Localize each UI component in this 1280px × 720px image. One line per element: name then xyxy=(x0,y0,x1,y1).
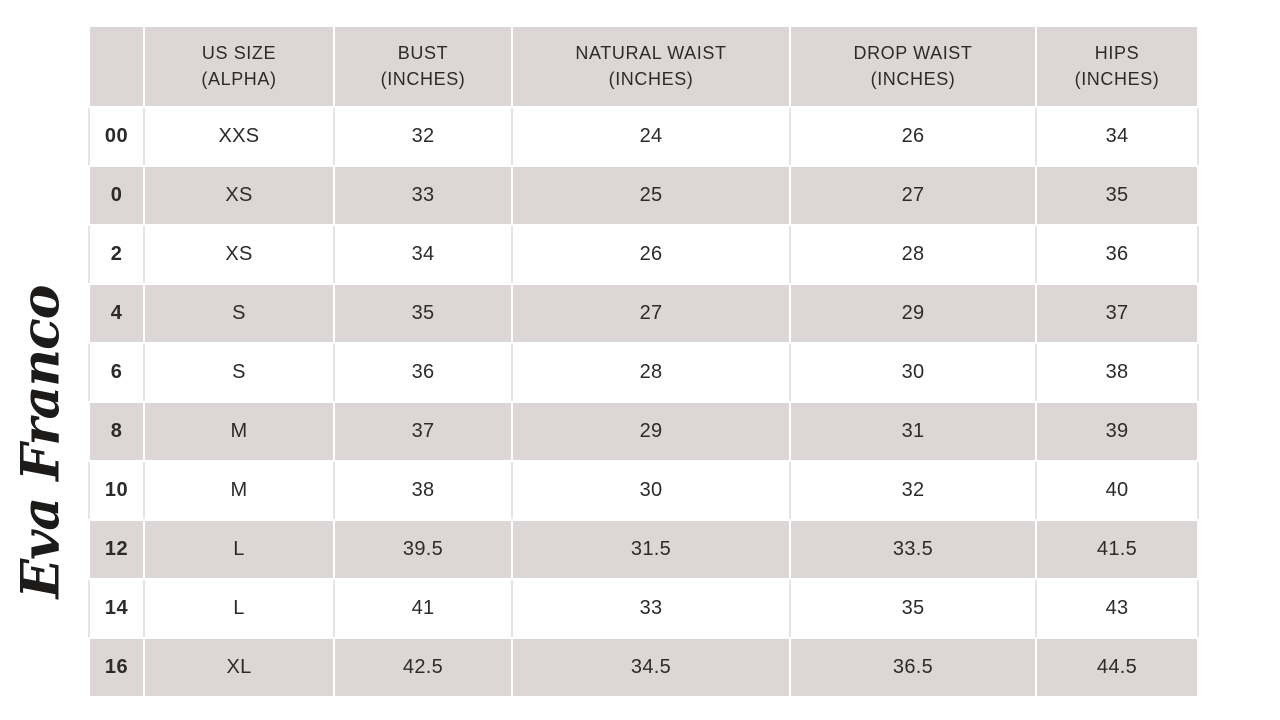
bust-cell: 37 xyxy=(333,401,513,462)
header-line: HIPS xyxy=(1094,43,1140,64)
drop-waist-cell: 35 xyxy=(789,578,1037,639)
alpha-size-cell: L xyxy=(143,519,335,580)
table-row-size-4: 4 S 35 27 29 37 xyxy=(88,283,1199,344)
us-size-cell: 00 xyxy=(88,106,145,167)
us-size-cell: 0 xyxy=(88,165,145,226)
drop-waist-cell: 36.5 xyxy=(789,637,1037,698)
table-row-size-10: 10 M 38 30 32 40 xyxy=(88,460,1199,521)
header-line: DROP WAIST xyxy=(853,43,973,64)
bust-cell: 33 xyxy=(333,165,513,226)
header-drop-waist: DROP WAIST (INCHES) xyxy=(789,25,1037,108)
header-corner-cell xyxy=(88,25,145,108)
bust-cell: 41 xyxy=(333,578,513,639)
header-us-size-alpha: US SIZE (ALPHA) xyxy=(143,25,335,108)
size-chart-header: US SIZE (ALPHA) BUST (INCHES) NATURAL WA… xyxy=(88,25,1199,108)
brand-logo-text: Eva Franco xyxy=(10,285,72,599)
table-row-size-2: 2 XS 34 26 28 36 xyxy=(88,224,1199,285)
drop-waist-cell: 30 xyxy=(789,342,1037,403)
natural-waist-cell: 31.5 xyxy=(511,519,791,580)
header-hips: HIPS (INCHES) xyxy=(1035,25,1199,108)
bust-cell: 42.5 xyxy=(333,637,513,698)
us-size-cell: 2 xyxy=(88,224,145,285)
natural-waist-cell: 33 xyxy=(511,578,791,639)
size-chart-table: US SIZE (ALPHA) BUST (INCHES) NATURAL WA… xyxy=(88,25,1199,698)
table-row-size-6: 6 S 36 28 30 38 xyxy=(88,342,1199,403)
header-line: (INCHES) xyxy=(870,68,956,89)
header-line: (INCHES) xyxy=(1074,68,1160,89)
header-line: BUST xyxy=(397,43,449,64)
drop-waist-cell: 32 xyxy=(789,460,1037,521)
drop-waist-cell: 28 xyxy=(789,224,1037,285)
hips-cell: 38 xyxy=(1035,342,1199,403)
drop-waist-cell: 26 xyxy=(789,106,1037,167)
bust-cell: 34 xyxy=(333,224,513,285)
drop-waist-cell: 29 xyxy=(789,283,1037,344)
header-row: US SIZE (ALPHA) BUST (INCHES) NATURAL WA… xyxy=(88,25,1199,108)
natural-waist-cell: 27 xyxy=(511,283,791,344)
header-line: US SIZE xyxy=(201,43,277,64)
bust-cell: 38 xyxy=(333,460,513,521)
alpha-size-cell: XS xyxy=(143,165,335,226)
hips-cell: 34 xyxy=(1035,106,1199,167)
table-row-size-8: 8 M 37 29 31 39 xyxy=(88,401,1199,462)
us-size-cell: 10 xyxy=(88,460,145,521)
header-line: (INCHES) xyxy=(380,68,466,89)
alpha-size-cell: M xyxy=(143,401,335,462)
us-size-cell: 12 xyxy=(88,519,145,580)
alpha-size-cell: L xyxy=(143,578,335,639)
hips-cell: 37 xyxy=(1035,283,1199,344)
alpha-size-cell: XXS xyxy=(143,106,335,167)
table-row-size-0: 0 XS 33 25 27 35 xyxy=(88,165,1199,226)
hips-cell: 44.5 xyxy=(1035,637,1199,698)
table-row-size-14: 14 L 41 33 35 43 xyxy=(88,578,1199,639)
hips-cell: 36 xyxy=(1035,224,1199,285)
bust-cell: 36 xyxy=(333,342,513,403)
bust-cell: 32 xyxy=(333,106,513,167)
brand-logo: Eva Franco xyxy=(11,286,72,599)
alpha-size-cell: S xyxy=(143,342,335,403)
header-line: NATURAL WAIST xyxy=(575,43,727,64)
us-size-cell: 8 xyxy=(88,401,145,462)
natural-waist-cell: 25 xyxy=(511,165,791,226)
size-chart-body: 00 XXS 32 24 26 34 0 XS 33 25 27 35 2 XS… xyxy=(88,106,1199,698)
hips-cell: 35 xyxy=(1035,165,1199,226)
natural-waist-cell: 30 xyxy=(511,460,791,521)
hips-cell: 39 xyxy=(1035,401,1199,462)
header-line: (ALPHA) xyxy=(201,68,277,89)
hips-cell: 43 xyxy=(1035,578,1199,639)
us-size-cell: 6 xyxy=(88,342,145,403)
natural-waist-cell: 29 xyxy=(511,401,791,462)
us-size-cell: 14 xyxy=(88,578,145,639)
drop-waist-cell: 33.5 xyxy=(789,519,1037,580)
hips-cell: 40 xyxy=(1035,460,1199,521)
bust-cell: 39.5 xyxy=(333,519,513,580)
alpha-size-cell: M xyxy=(143,460,335,521)
bust-cell: 35 xyxy=(333,283,513,344)
natural-waist-cell: 28 xyxy=(511,342,791,403)
natural-waist-cell: 24 xyxy=(511,106,791,167)
natural-waist-cell: 26 xyxy=(511,224,791,285)
header-bust: BUST (INCHES) xyxy=(333,25,513,108)
drop-waist-cell: 31 xyxy=(789,401,1037,462)
natural-waist-cell: 34.5 xyxy=(511,637,791,698)
table-row-size-00: 00 XXS 32 24 26 34 xyxy=(88,106,1199,167)
alpha-size-cell: XL xyxy=(143,637,335,698)
alpha-size-cell: S xyxy=(143,283,335,344)
hips-cell: 41.5 xyxy=(1035,519,1199,580)
us-size-cell: 16 xyxy=(88,637,145,698)
us-size-cell: 4 xyxy=(88,283,145,344)
table-row-size-16: 16 XL 42.5 34.5 36.5 44.5 xyxy=(88,637,1199,698)
alpha-size-cell: XS xyxy=(143,224,335,285)
table-row-size-12: 12 L 39.5 31.5 33.5 41.5 xyxy=(88,519,1199,580)
header-natural-waist: NATURAL WAIST (INCHES) xyxy=(511,25,791,108)
drop-waist-cell: 27 xyxy=(789,165,1037,226)
header-line: (INCHES) xyxy=(608,68,694,89)
